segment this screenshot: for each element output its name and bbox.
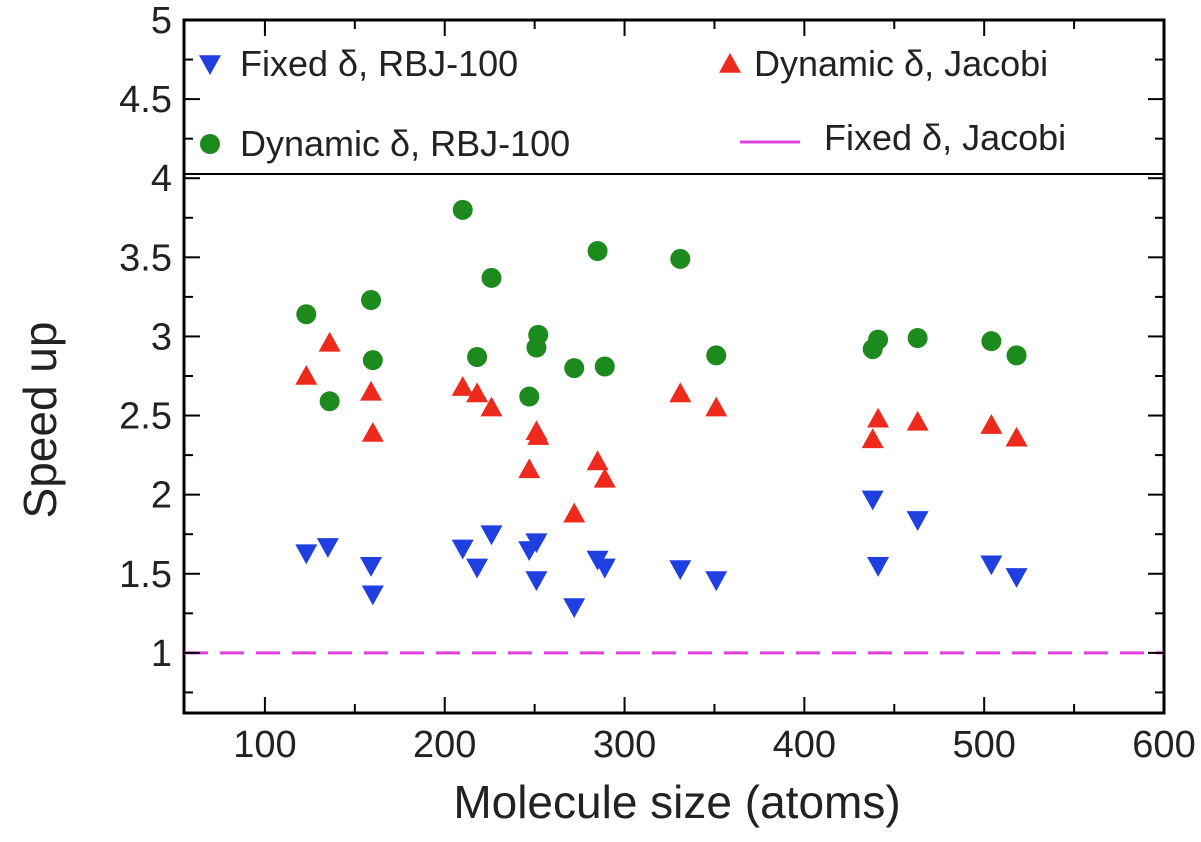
data-point-circle — [594, 356, 615, 377]
data-point-circle — [706, 345, 727, 366]
data-point-circle — [467, 347, 488, 368]
data-point-triangle-down — [1005, 568, 1028, 588]
data-point-triangle-down — [906, 511, 929, 531]
data-point-circle — [519, 386, 540, 407]
data-point-circle — [528, 324, 549, 345]
data-point-circle — [362, 350, 383, 371]
data-point-circle — [868, 329, 889, 350]
data-point-triangle-up — [906, 410, 929, 431]
data-point-circle — [481, 267, 502, 288]
data-point-triangle-up — [586, 450, 609, 471]
legend-swatch-circle — [200, 134, 220, 154]
data-point-triangle-up — [669, 382, 692, 403]
data-point-circle — [670, 248, 691, 269]
data-point-triangle-down — [295, 544, 318, 565]
data-point-triangle-down — [867, 557, 890, 577]
y-tick-label: 4 — [151, 158, 172, 200]
data-point-triangle-down — [466, 558, 489, 579]
data-point-triangle-down — [525, 533, 548, 554]
data-point-triangle-up — [295, 364, 318, 385]
data-point-circle — [981, 331, 1002, 352]
data-point-triangle-up — [466, 382, 489, 403]
y-tick-label: 2 — [151, 475, 172, 517]
data-point-triangle-up — [480, 396, 503, 417]
y-tick-label: 3 — [151, 316, 172, 358]
data-point-circle — [587, 241, 608, 261]
data-point-triangle-up — [563, 502, 586, 523]
legend-entry-label: Dynamic δ, RBJ-100 — [240, 123, 570, 164]
x-tick-label: 200 — [413, 724, 476, 766]
plot-frame — [182, 18, 1166, 715]
y-tick-label: 3.5 — [119, 237, 172, 279]
data-point-triangle-up — [867, 407, 890, 428]
data-point-triangle-up — [361, 421, 384, 442]
data-point-triangle-down — [361, 585, 384, 606]
data-point-circle — [564, 358, 585, 379]
data-point-triangle-up — [360, 380, 383, 401]
data-point-triangle-down — [451, 539, 474, 560]
data-point-triangle-down — [316, 538, 339, 558]
data-point-triangle-down — [480, 525, 503, 546]
data-point-triangle-down — [525, 571, 548, 592]
data-point-circle — [296, 304, 317, 325]
data-point-circle — [319, 391, 340, 412]
data-point-circle — [361, 290, 382, 311]
x-tick-label: 500 — [952, 724, 1015, 766]
data-point-triangle-down — [861, 490, 884, 511]
y-tick-label: 2.5 — [119, 396, 172, 438]
data-point-triangle-up — [980, 414, 1003, 434]
data-point-triangle-up — [593, 467, 616, 488]
x-axis-title: Molecule size (atoms) — [453, 776, 900, 828]
x-tick-label: 300 — [593, 724, 656, 766]
x-tick-label: 600 — [1132, 724, 1195, 766]
data-point-triangle-down — [593, 558, 616, 579]
legend-entry-label: Fixed δ, Jacobi — [824, 117, 1066, 158]
data-point-triangle-down — [980, 555, 1003, 576]
data-point-triangle-up — [861, 428, 884, 449]
y-axis-title: Speed up — [14, 322, 66, 519]
data-point-circle — [907, 328, 928, 349]
legend-swatch-triangle-down — [199, 55, 221, 75]
y-tick-label: 5 — [151, 0, 172, 42]
data-point-triangle-up — [705, 396, 728, 417]
y-tick-label: 4.5 — [119, 79, 172, 121]
data-point-triangle-up — [1005, 426, 1028, 447]
x-tick-label: 400 — [773, 724, 836, 766]
data-point-triangle-up — [518, 458, 541, 479]
legend-entry-label: Fixed δ, RBJ-100 — [240, 43, 518, 84]
y-tick-label: 1.5 — [119, 554, 172, 596]
data-point-circle — [452, 199, 473, 220]
legend-swatch-triangle-up — [719, 53, 741, 73]
legend-entry-label: Dynamic δ, Jacobi — [754, 43, 1048, 84]
data-point-circle — [1006, 345, 1027, 366]
x-tick-label: 100 — [233, 724, 296, 766]
data-point-triangle-up — [451, 376, 474, 396]
data-point-triangle-down — [705, 571, 728, 592]
data-point-triangle-up — [527, 425, 550, 445]
data-point-triangle-down — [563, 598, 586, 618]
data-point-triangle-up — [318, 331, 341, 352]
y-tick-label: 1 — [151, 633, 172, 675]
data-point-triangle-down — [669, 560, 692, 581]
data-point-triangle-down — [360, 557, 383, 577]
